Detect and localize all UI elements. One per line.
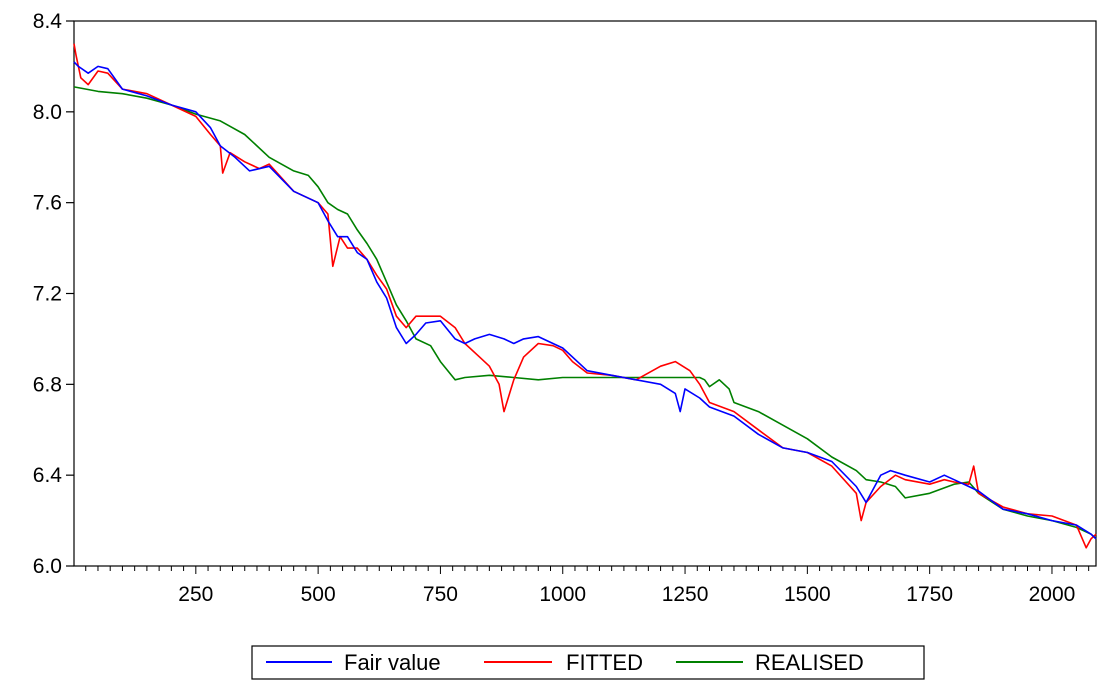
x-tick-label: 750 xyxy=(423,583,458,606)
legend-label-fitted: FITTED xyxy=(566,650,643,675)
x-tick-label: 1000 xyxy=(539,583,586,606)
legend-box xyxy=(251,645,925,680)
y-tick-label: 6.8 xyxy=(33,373,62,396)
series-layer xyxy=(73,43,1097,549)
x-tick-label: 500 xyxy=(301,583,336,606)
y-tick-label: 8.4 xyxy=(33,10,63,33)
legend: Fair value FITTED REALISED xyxy=(251,645,925,680)
series-line-fitted xyxy=(73,43,1097,549)
legend-label-realised: REALISED xyxy=(755,650,864,675)
y-tick-label: 6.0 xyxy=(33,555,62,578)
x-tick-label: 250 xyxy=(178,583,213,606)
plot-area xyxy=(73,20,1097,567)
x-tick-label: 1750 xyxy=(906,583,953,606)
y-tick-label: 6.4 xyxy=(33,464,63,487)
y-tick-label: 7.2 xyxy=(33,283,62,306)
x-tick-label: 2000 xyxy=(1029,583,1076,606)
x-axis: 250 500 750 1000 1250 1500 1750 2000 xyxy=(85,566,1090,606)
legend-label-fair-value: Fair value xyxy=(344,650,441,675)
y-axis: 6.0 6.4 6.8 7.2 7.6 8.0 8.4 xyxy=(33,10,74,578)
series-line-realised xyxy=(73,86,1097,540)
series-line-fair-value xyxy=(73,61,1097,540)
plot-frame xyxy=(73,20,1097,567)
y-tick-label: 8.0 xyxy=(33,101,62,124)
x-tick-label: 1500 xyxy=(784,583,831,606)
x-tick-label: 1250 xyxy=(662,583,709,606)
y-tick-label: 7.6 xyxy=(33,192,62,215)
